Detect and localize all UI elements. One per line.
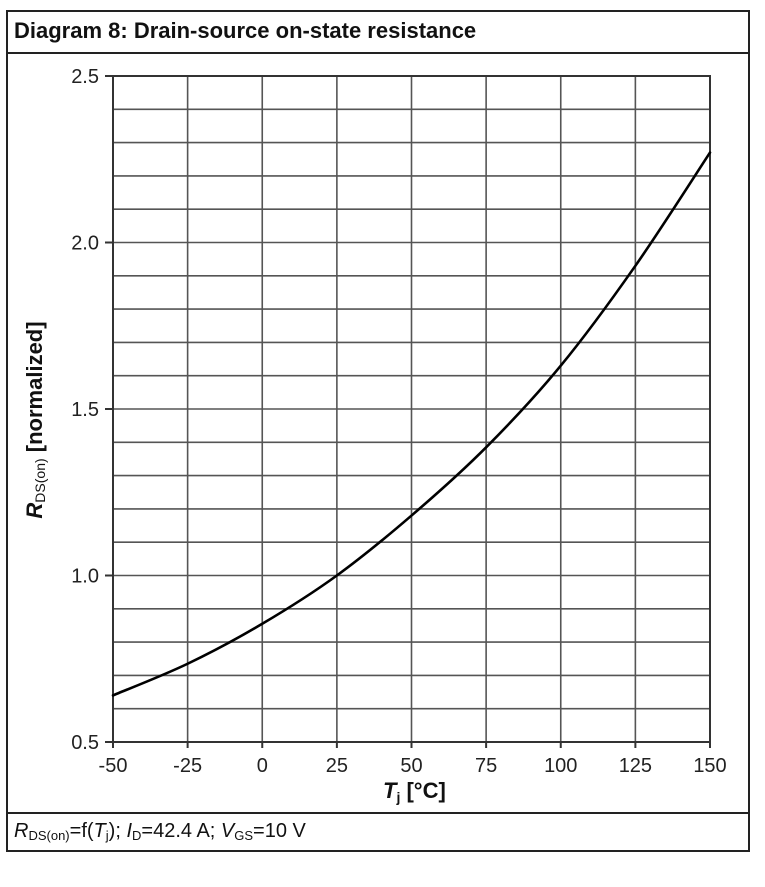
y-tick-label: 1.0: [71, 566, 99, 588]
x-tick-label: 0: [257, 755, 268, 777]
x-tick-label: 25: [326, 755, 348, 777]
caption-bar: [6, 812, 750, 852]
x-axis-label: Tj [°C]: [383, 778, 446, 805]
x-tick-label: 125: [619, 755, 652, 777]
x-tick-label: 150: [693, 755, 726, 777]
x-tick-label: -25: [173, 755, 202, 777]
rdson-curve: [111, 151, 712, 697]
y-tick-label: 0.5: [71, 732, 99, 754]
x-tick-label: 50: [400, 755, 422, 777]
x-tick-label: 100: [544, 755, 577, 777]
y-tick-label: 2.5: [71, 66, 99, 88]
x-tick-label: 75: [475, 755, 497, 777]
y-tick-label: 1.5: [71, 399, 99, 421]
diagram-frame: [6, 10, 750, 852]
diagram-caption: RDS(on)=f(Tj); ID=42.4 A; VGS=10 V: [14, 820, 306, 843]
y-axis-label: RDS(on) [normalized]: [22, 321, 48, 519]
x-tick-label: -50: [99, 755, 128, 777]
y-tick-label: 2.0: [71, 233, 99, 255]
diagram-title: Diagram 8: Drain-source on-state resista…: [14, 18, 477, 43]
title-bar: [6, 10, 750, 54]
